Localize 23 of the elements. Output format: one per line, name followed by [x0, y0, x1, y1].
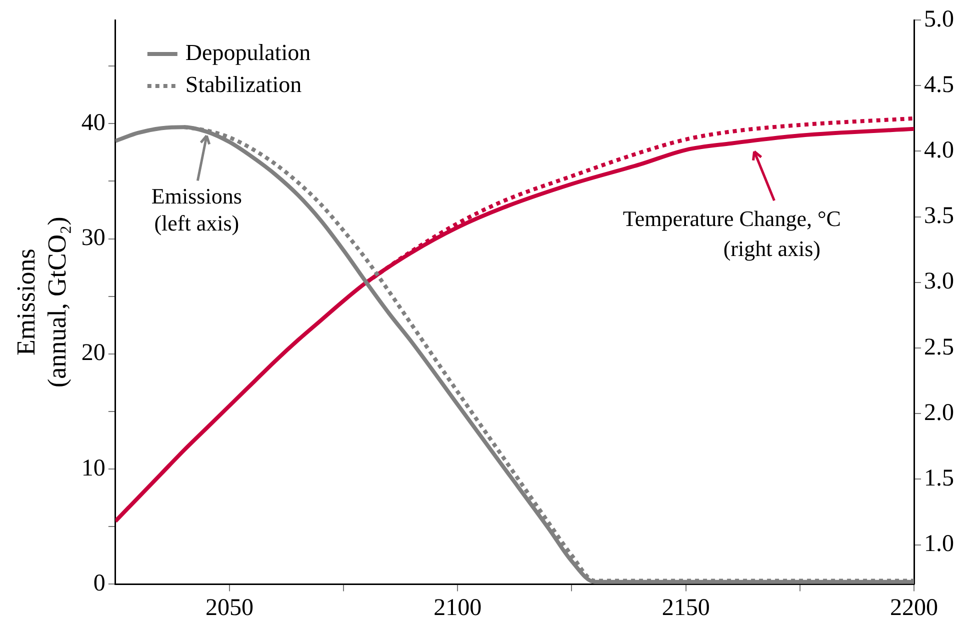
y2-tick-label: 1.0: [924, 531, 954, 558]
y2-tick-label: 5.0: [924, 6, 954, 32]
annotation: Temperature Change, °C (right axis): [622, 206, 841, 261]
y-axis-title: Emissions (annual, GtCO₂): [11, 216, 72, 388]
y2-tick-label: 3.5: [924, 203, 954, 230]
y2-tick-label: 2.0: [924, 400, 954, 426]
y-tick-label: 10: [81, 455, 106, 482]
x-tick-label: 2150: [662, 594, 710, 621]
y-tick-label: 20: [81, 340, 106, 366]
y2-tick-label: 1.5: [924, 466, 954, 492]
annotation: Emissions (left axis): [151, 183, 242, 236]
legend-label: Stabilization: [185, 72, 302, 98]
y2-tick-label: 4.0: [924, 138, 954, 164]
legend-label: Depopulation: [185, 40, 312, 66]
x-tick-label: 2200: [890, 594, 938, 621]
x-tick-label: 2100: [434, 594, 482, 621]
y2-tick-label: 2.5: [924, 334, 954, 360]
y-tick-label: 40: [81, 110, 106, 136]
y-tick-label: 0: [93, 570, 106, 596]
x-tick-label: 2050: [205, 594, 254, 621]
y2-tick-label: 4.5: [924, 72, 954, 98]
y2-tick-label: 3.0: [924, 268, 954, 295]
y-tick-label: 30: [81, 225, 106, 252]
